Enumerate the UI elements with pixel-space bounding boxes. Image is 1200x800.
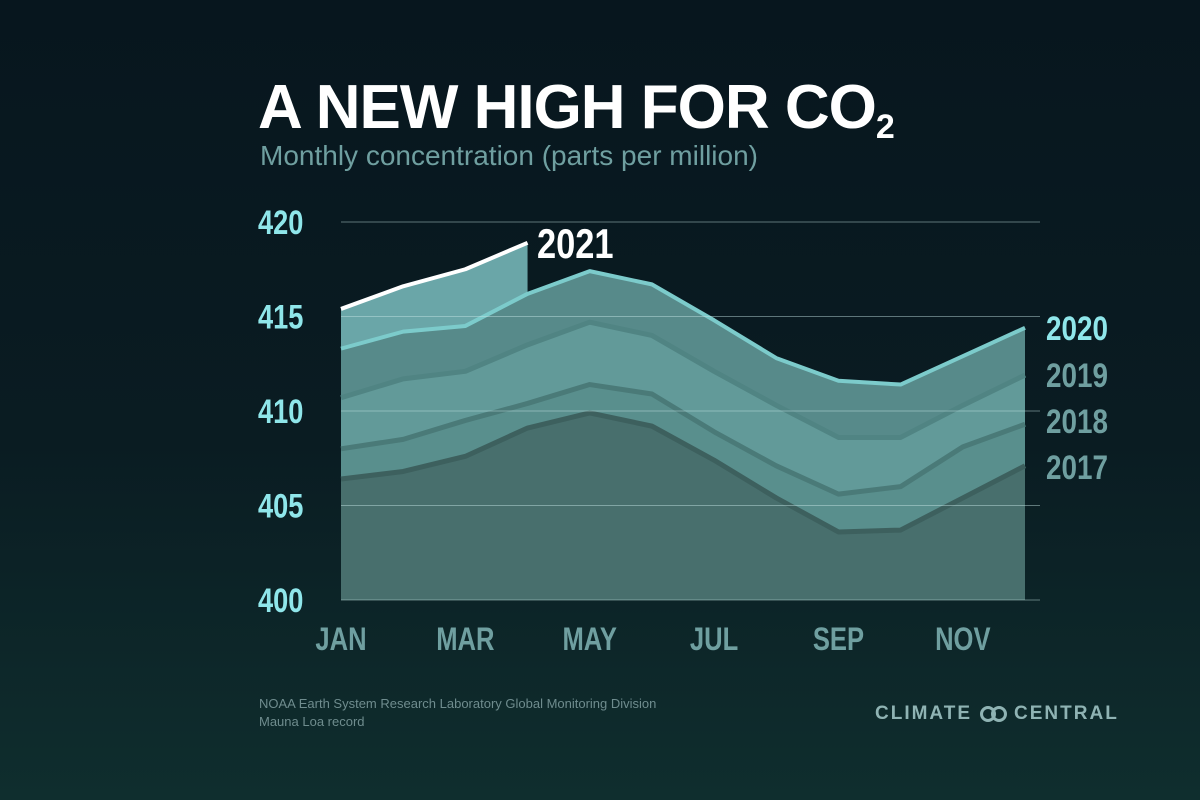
x-tick-label: MAY	[562, 622, 617, 657]
y-tick-label: 420	[258, 203, 303, 242]
chart-subtitle: Monthly concentration (parts per million…	[260, 140, 758, 171]
chart-title: A NEW HIGH FOR CO2	[258, 73, 895, 146]
x-tick-label: NOV	[935, 622, 991, 657]
x-tick-label: JUL	[690, 622, 738, 657]
x-tick-label: MAR	[436, 622, 494, 657]
source-line-1: NOAA Earth System Research Laboratory Gl…	[259, 696, 657, 711]
series-label-2018: 2018	[1046, 402, 1108, 440]
y-tick-label: 410	[258, 392, 303, 431]
series-label-2021: 2021	[537, 221, 614, 268]
y-tick-label: 405	[258, 487, 303, 526]
line-2021	[340, 240, 529, 311]
line-2017	[340, 410, 1027, 535]
line-2020	[340, 269, 1026, 387]
x-tick-label: JAN	[315, 622, 366, 657]
series-label-2019: 2019	[1046, 356, 1108, 394]
series-label-2020: 2020	[1046, 309, 1108, 347]
line-2018	[340, 382, 1026, 497]
climate-central-logo: CLIMATE CENTRAL	[875, 703, 1119, 724]
y-tick-label: 415	[258, 298, 303, 337]
series-label-2017: 2017	[1046, 448, 1108, 486]
y-tick-label: 400	[258, 581, 303, 620]
x-tick-label: SEP	[813, 622, 864, 657]
area-2017	[341, 412, 1025, 600]
source-line-2: Mauna Loa record	[259, 714, 365, 729]
line-2019	[340, 319, 1027, 440]
source-note: NOAA Earth System Research Laboratory Gl…	[259, 695, 656, 731]
logo-rings-icon	[980, 706, 1008, 722]
